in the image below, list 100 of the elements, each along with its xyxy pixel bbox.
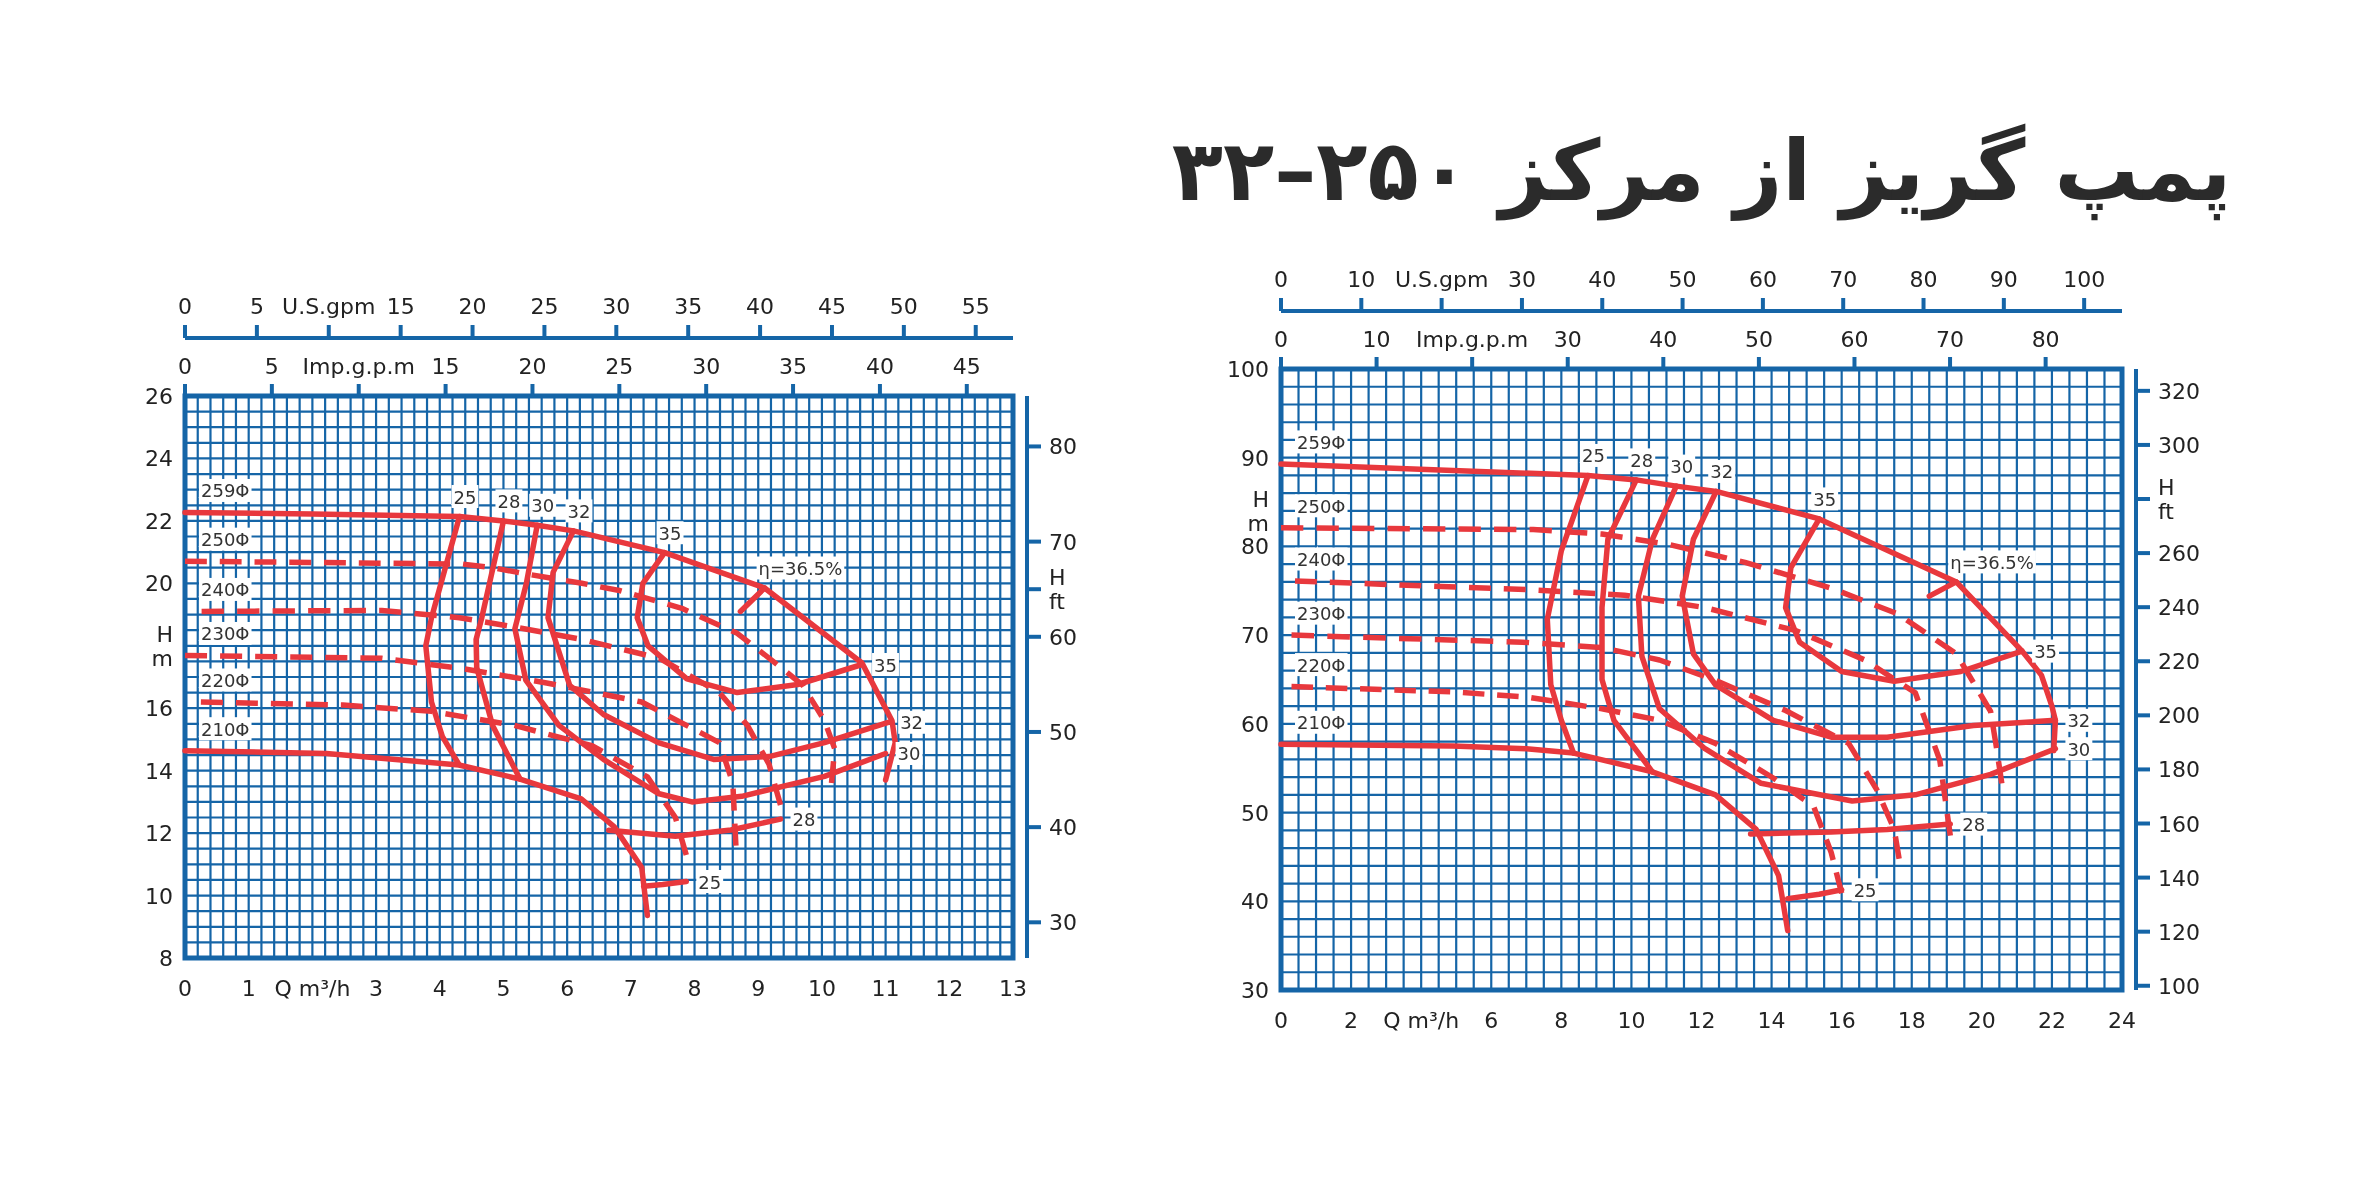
text: 32 [900, 711, 924, 733]
series-label: 259Φ [201, 479, 250, 501]
y2-tick-label: 200 [2158, 702, 2200, 728]
text: 30 [1507, 266, 1536, 292]
series-label: 230Φ [1297, 602, 1346, 624]
y-tick-label: 16 [145, 695, 173, 721]
y-tick-label: 12 [145, 820, 173, 846]
text: 15 [386, 293, 415, 319]
x-tick-label: 14 [1757, 1007, 1786, 1033]
x-tick-label: Q m³/h [274, 975, 351, 1001]
x2-tick-label: 50 [1744, 326, 1773, 352]
text: 0 [178, 293, 192, 319]
y2-tick-label: 220 [2158, 648, 2200, 674]
x2-tick-label: 15 [431, 353, 460, 379]
text: 25 [698, 871, 722, 893]
y-tick-label: 80 [1241, 533, 1269, 559]
y2-tick-label: 70 [1049, 529, 1077, 555]
x-tick-label: 0 [1274, 1007, 1288, 1033]
x-tick-label: 6 [560, 975, 575, 1001]
text: 35 [674, 293, 703, 319]
text: 50 [1668, 266, 1697, 292]
x-tick-label: 12 [1687, 1007, 1716, 1033]
y-tick-label: 8 [159, 945, 173, 971]
text: 50 [889, 293, 918, 319]
x2-tick-label: 25 [605, 353, 634, 379]
x-tick-label: 8 [1554, 1007, 1569, 1033]
text: U.S.gpm [282, 293, 376, 319]
y2-tick-label: 100 [2158, 973, 2200, 999]
x2-tick-label: Imp.g.p.m [302, 353, 415, 379]
series-label: 28 [1630, 449, 1654, 471]
text: 90 [1989, 266, 2018, 292]
x-tick-label: 6 [1484, 1007, 1499, 1033]
y-tick-label: 20 [145, 570, 173, 596]
x-tick-label: 20 [1967, 1007, 1996, 1033]
text: پمپ گریز از مرکز ۲۵۰–۳۲ [1171, 122, 2232, 221]
x-tick-label: 1 [241, 975, 256, 1001]
y2-tick-label: 260 [2158, 540, 2200, 566]
text: 5 [249, 293, 264, 319]
x2-tick-label: 10 [1362, 326, 1391, 352]
x-tick-label: 8 [687, 975, 702, 1001]
x-tick-label: 0 [178, 975, 192, 1001]
series-label: 259Φ [1297, 431, 1346, 453]
y-tick-label: 30 [1241, 977, 1269, 1003]
x-tick-label: 3 [369, 975, 384, 1001]
x-tick-label: 11 [871, 975, 900, 1001]
x-tick-label: 16 [1827, 1007, 1856, 1033]
x-tick-label: 10 [807, 975, 836, 1001]
x2-tick-label: 0 [178, 353, 192, 379]
y2-tick-label: 120 [2158, 919, 2200, 945]
x-tick-label: 5 [496, 975, 511, 1001]
series-label: 220Φ [1297, 654, 1346, 676]
text: U.S.gpm [1394, 266, 1489, 292]
y-tick-label: 26 [145, 383, 173, 409]
series-label: 35 [658, 522, 682, 544]
y-tick-label: 24 [145, 445, 173, 471]
x2-tick-label: 40 [865, 353, 894, 379]
x2-tick-label: 0 [1274, 326, 1288, 352]
series-label: η=36.5% [1950, 551, 2034, 573]
series-label: 210Φ [1297, 711, 1346, 733]
text: 40 [746, 293, 775, 319]
x2-tick-label: 30 [1553, 326, 1582, 352]
y-tick-label: 50 [1241, 800, 1269, 826]
series-label: 30 [531, 494, 555, 516]
text: 35 [2034, 640, 2058, 662]
y2-tick-label: H ft [2158, 474, 2175, 524]
x2-tick-label: 35 [779, 353, 808, 379]
x-tick-label: 22 [2037, 1007, 2066, 1033]
x2-tick-label: 5 [264, 353, 279, 379]
series-label: 35 [1813, 488, 1837, 510]
y-tick-label: 40 [1241, 888, 1269, 914]
text: 32 [2067, 709, 2091, 731]
y-tick-label: 60 [1241, 711, 1269, 737]
x-tick-label: 24 [2108, 1007, 2136, 1033]
text: 70 [1829, 266, 1858, 292]
x-tick-label: 18 [1897, 1007, 1926, 1033]
y2-tick-label: 50 [1049, 719, 1077, 745]
y2-tick-label: 300 [2158, 432, 2200, 458]
text: 30 [897, 742, 921, 764]
series-label: 250Φ [201, 528, 250, 550]
y2-tick-label: 180 [2158, 756, 2200, 782]
x2-tick-label: 70 [1936, 326, 1965, 352]
x2-tick-label: 45 [952, 353, 981, 379]
y-tick-label: 100 [1227, 356, 1269, 382]
x2-tick-label: 60 [1840, 326, 1869, 352]
x2-tick-label: 40 [1649, 326, 1678, 352]
x-tick-label: 12 [935, 975, 964, 1001]
x-tick-label: 9 [751, 975, 766, 1001]
series-label: 25 [1581, 444, 1605, 466]
x2-tick-label: Imp.g.p.m [1416, 326, 1529, 352]
x-tick-label: Q m³/h [1383, 1007, 1460, 1033]
series-label: 240Φ [201, 578, 250, 600]
text: 0 [1274, 266, 1288, 292]
series-label: 25 [453, 486, 477, 508]
text: 30 [2067, 738, 2091, 760]
text: 45 [817, 293, 846, 319]
x-tick-label: 10 [1617, 1007, 1646, 1033]
text: 30 [602, 293, 631, 319]
series-label: 32 [1710, 460, 1734, 482]
text: 80 [1909, 266, 1938, 292]
text: 28 [792, 808, 816, 830]
